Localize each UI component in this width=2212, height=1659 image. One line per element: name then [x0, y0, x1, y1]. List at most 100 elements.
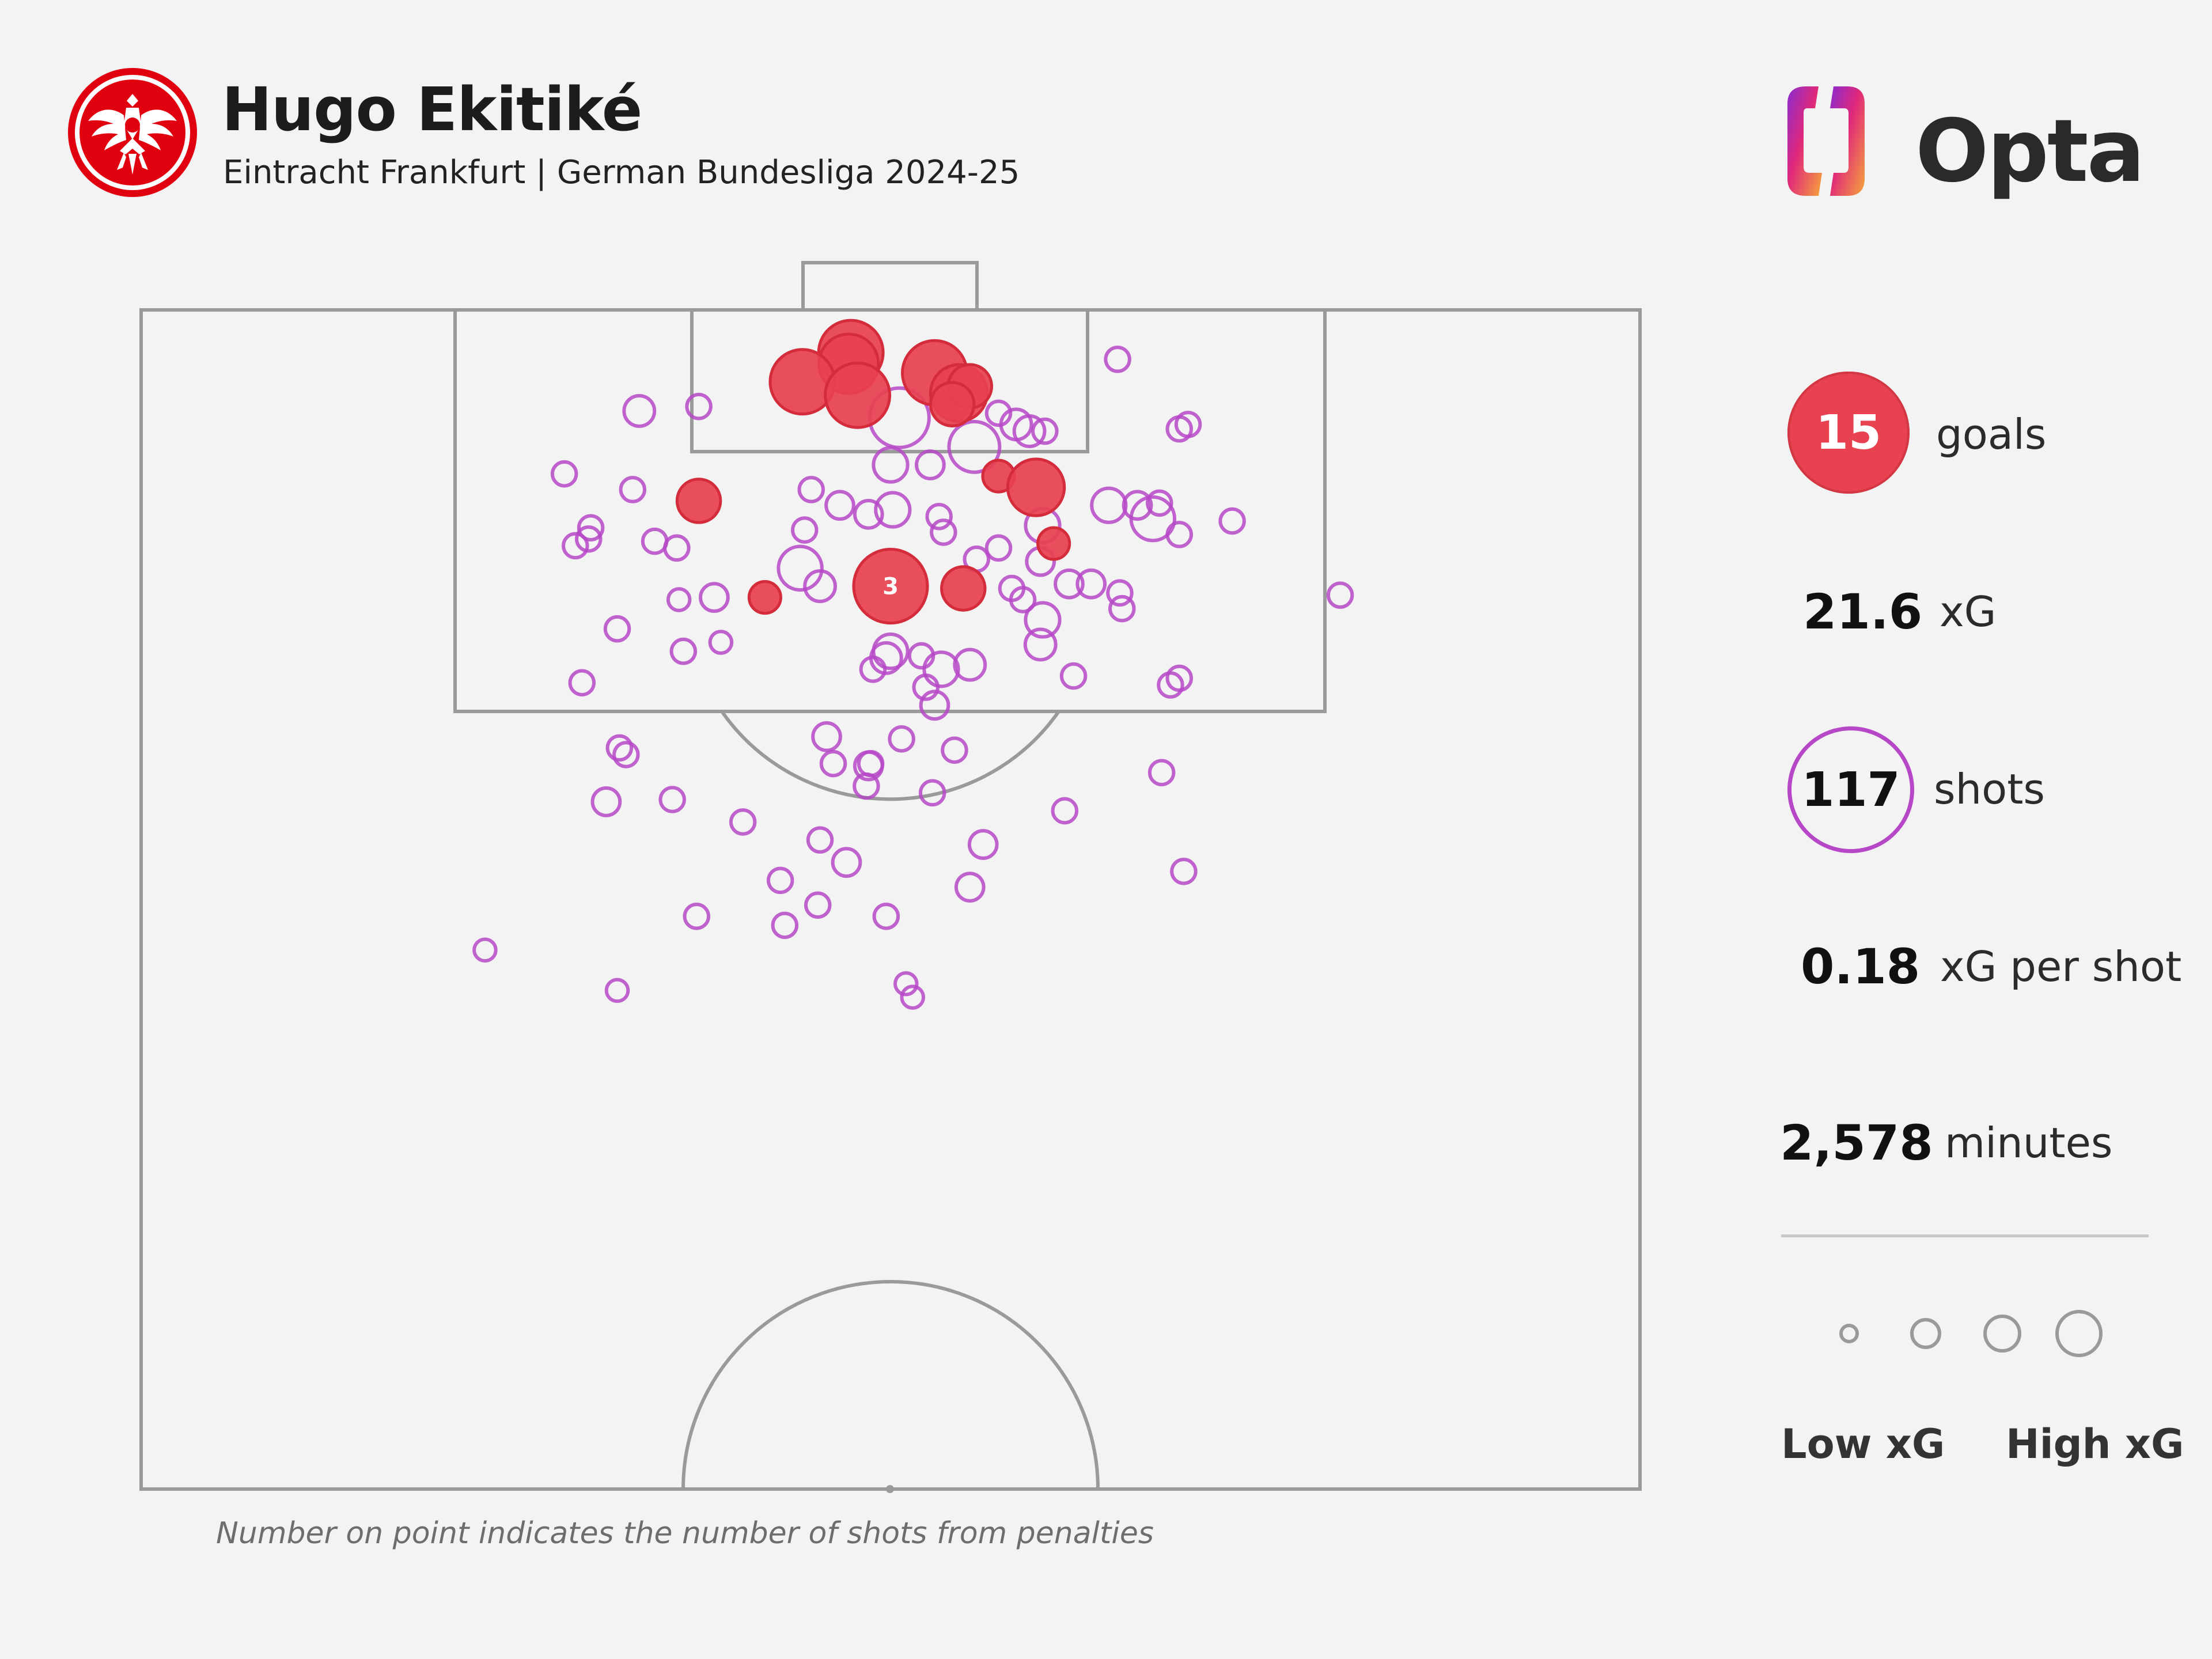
- shot-marker: [612, 741, 640, 768]
- shot-marker: [954, 872, 986, 903]
- shot-marker: [918, 779, 946, 807]
- shot-marker: [1174, 411, 1202, 438]
- shot-marker: [831, 847, 862, 878]
- shot-marker: [605, 734, 634, 762]
- goals-count-badge: 15: [1787, 372, 1910, 494]
- goal-marker: [940, 565, 987, 612]
- shot-marker: [1051, 797, 1079, 825]
- legend-xg-circle: [1910, 1318, 1941, 1349]
- eintracht-frankfurt-crest-icon: [68, 68, 197, 197]
- shot-marker: [803, 569, 837, 603]
- shot-marker: [658, 786, 686, 813]
- shot-marker: [1075, 568, 1107, 600]
- shot-marker: [1326, 581, 1354, 609]
- shot-marker: [641, 527, 669, 555]
- shot-marker: [804, 891, 832, 919]
- shot-markers: [472, 346, 1354, 1010]
- penalty-footnote: Number on point indicates the number of …: [216, 1516, 1154, 1551]
- legend-xg-circle: [1839, 1324, 1859, 1343]
- xg-per-shot-value: 0.18: [1801, 938, 1921, 995]
- shot-marker: [872, 903, 900, 930]
- shot-marker: [568, 669, 596, 696]
- shot-marker: [1023, 627, 1058, 662]
- xg-size-legend: [1839, 1310, 2103, 1357]
- centre-spot: [886, 1485, 894, 1493]
- shot-marker: [622, 394, 657, 428]
- shot-marker: [872, 446, 910, 484]
- shot-marker: [1090, 486, 1128, 524]
- shot-marker: [797, 476, 825, 503]
- six-yard-box: [690, 308, 1089, 453]
- goal-marker: [675, 478, 722, 524]
- penalty-area: [453, 308, 1327, 713]
- shot-marker: [824, 490, 855, 521]
- shot-marker: [930, 518, 957, 546]
- shot-marker: [1059, 662, 1088, 690]
- legend-high-xg-label: High xG: [2006, 1421, 2184, 1468]
- xg-label: xG: [1940, 588, 1997, 636]
- shot-marker: [1165, 664, 1194, 692]
- opta-brand-text: Opta: [1915, 101, 2145, 202]
- shot-marker: [683, 903, 711, 930]
- shot-marker: [919, 690, 950, 721]
- shot-marker: [984, 534, 1013, 562]
- shot-marker: [1129, 495, 1177, 543]
- goal-marker: [747, 580, 782, 615]
- penalty-arc: [720, 710, 1060, 801]
- shot-marker: [1170, 858, 1198, 885]
- goal-marker: [929, 381, 976, 427]
- shots-count-badge: 117: [1787, 726, 1914, 853]
- shot-map-chart: 3: [139, 261, 1642, 1493]
- shot-marker: [669, 637, 698, 665]
- shot-marker: [666, 587, 692, 612]
- shot-marker: [577, 514, 605, 541]
- shot-marker: [663, 534, 691, 562]
- shot-marker: [590, 786, 622, 817]
- shot-marker: [791, 516, 819, 544]
- shot-marker: [984, 399, 1013, 427]
- goal-marker: [1006, 457, 1066, 517]
- shot-marker: [550, 460, 578, 488]
- shot-marker: [1122, 490, 1153, 521]
- team-competition-subtitle: Eintracht Frankfurt | German Bundesliga …: [223, 154, 1020, 191]
- shot-marker: [1147, 759, 1176, 786]
- shot-marker: [922, 650, 960, 688]
- shot-marker: [859, 656, 887, 683]
- minutes-value: 2,578: [1780, 1115, 1933, 1171]
- shot-marker: [900, 984, 926, 1010]
- shot-marker: [941, 736, 968, 764]
- shot-marker: [1108, 594, 1136, 623]
- goal-marker: [1036, 526, 1071, 561]
- goal-marker: [768, 348, 836, 416]
- shot-marker: [806, 826, 834, 854]
- legend-xg-circle: [2055, 1310, 2103, 1357]
- shot-marker: [575, 525, 603, 553]
- shot-marker: [893, 971, 919, 997]
- shot-marker: [1024, 601, 1062, 639]
- shot-marker: [708, 630, 734, 655]
- goal: [801, 261, 979, 312]
- goal-markers: 3: [675, 319, 1071, 625]
- centre-circle-arc: [681, 1280, 1100, 1490]
- shot-marker: [766, 866, 794, 895]
- shot-marker: [819, 749, 847, 778]
- shot-marker: [811, 721, 842, 752]
- shot-marker: [777, 544, 824, 592]
- penalty-count-label: 3: [882, 574, 899, 600]
- shot-marker: [915, 449, 946, 480]
- minutes-label: minutes: [1945, 1119, 2113, 1167]
- pitch-boundary: [139, 308, 1642, 1491]
- shot-marker: [1146, 489, 1173, 517]
- xg-total-value: 21.6: [1803, 584, 1923, 640]
- goals-label: goals: [1936, 410, 2047, 459]
- shot-marker: [874, 491, 912, 529]
- shot-marker: [1165, 521, 1194, 548]
- shot-marker: [604, 978, 630, 1003]
- shot-marker: [1157, 671, 1184, 699]
- shots-label: shots: [1934, 765, 2045, 813]
- shot-marker: [912, 673, 940, 701]
- shot-marker: [472, 937, 498, 963]
- shot-marker: [888, 725, 915, 753]
- shot-marker: [953, 647, 987, 682]
- shot-marker: [603, 615, 631, 643]
